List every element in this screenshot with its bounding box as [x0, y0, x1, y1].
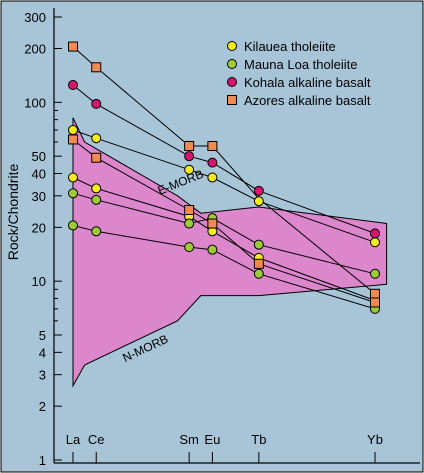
data-point-3-La-0	[68, 41, 78, 52]
data-point-0-La-1	[68, 172, 78, 183]
data-point-3-Sm-1	[184, 204, 195, 215]
data-point-1-Sm-0	[184, 218, 195, 229]
legend-label-1: Mauna Loa tholeiite	[244, 57, 357, 72]
data-point-3-Eu-1	[207, 218, 218, 229]
axes-group	[53, 8, 420, 464]
data-point-0-Eu-0	[207, 172, 218, 183]
data-point-3-Ce-0	[91, 62, 102, 73]
y-tick-label-200: 200	[24, 41, 46, 56]
x-tick-label-Eu: Eu	[204, 432, 220, 447]
x-tick-label-Sm: Sm	[179, 432, 199, 447]
y-tick-label-20: 20	[32, 220, 46, 235]
data-point-2-La-0	[68, 79, 78, 90]
data-point-0-Yb-0	[370, 237, 380, 248]
y-tick-label-40: 40	[32, 166, 46, 181]
data-point-1-Eu-1	[207, 244, 218, 255]
data-point-1-Sm-1	[184, 242, 195, 253]
y-tick-label-3: 3	[39, 368, 46, 383]
data-point-2-Sm-0	[184, 151, 195, 162]
data-point-2-Ce-0	[91, 98, 102, 109]
x-ticks-group: La Ce Sm Eu Tb Yb	[66, 432, 383, 463]
legend-label-3: Azores alkaline basalt	[244, 93, 371, 108]
legend-marker-1	[227, 59, 237, 69]
data-point-0-Tb-0	[253, 196, 264, 207]
data-point-3-Yb-1	[370, 297, 380, 308]
data-point-1-La-0	[68, 188, 78, 199]
data-point-1-Tb-0	[253, 239, 264, 250]
y-tick-label-30: 30	[32, 189, 46, 204]
data-point-0-Ce-0	[91, 133, 102, 144]
y-axis-label: Rock/Chondrite	[5, 164, 21, 261]
data-point-3-Eu-0	[207, 140, 218, 151]
y-tick-label-5: 5	[39, 328, 46, 343]
y-ticks-group: 1 2 3 4 5 10 20 30 40 50 100 200 300	[24, 10, 62, 468]
data-point-0-Ce-1	[91, 183, 102, 194]
data-point-2-Tb-0	[253, 185, 264, 196]
legend-label-0: Kilauea tholeiite	[244, 39, 336, 54]
data-point-3-Ce-1	[91, 152, 102, 163]
data-point-1-Ce-0	[91, 194, 102, 205]
y-tick-label-100: 100	[24, 95, 46, 110]
x-tick-label-La: La	[66, 432, 81, 447]
y-tick-label-4: 4	[39, 345, 46, 360]
y-tick-label-2: 2	[39, 399, 46, 414]
legend-marker-3	[227, 95, 237, 105]
data-point-0-La-0	[68, 125, 78, 136]
x-tick-label-Ce: Ce	[88, 432, 105, 447]
data-point-1-Yb-0	[370, 268, 380, 279]
data-point-2-Eu-0	[207, 157, 218, 168]
series-line-2-0	[72, 84, 376, 234]
x-tick-label-Yb: Yb	[367, 432, 383, 447]
y-tick-label-50: 50	[32, 149, 46, 164]
data-point-3-Sm-0	[184, 140, 195, 151]
series-points-group	[68, 41, 380, 314]
y-tick-label-300: 300	[24, 10, 46, 25]
data-point-0-Sm-0	[184, 164, 195, 175]
data-point-3-Tb-0	[253, 258, 264, 269]
data-point-1-Ce-1	[91, 226, 102, 237]
x-tick-label-Tb: Tb	[251, 432, 266, 447]
legend: Kilauea tholeiite Mauna Loa tholeiite Koha…	[227, 39, 371, 108]
y-tick-label-10: 10	[32, 274, 46, 289]
legend-marker-0	[227, 41, 237, 51]
data-point-3-Yb-0	[370, 288, 380, 299]
data-point-3-La-1	[68, 134, 78, 145]
data-point-2-Yb-0	[370, 228, 380, 239]
morb-field	[72, 117, 388, 388]
data-point-1-La-1	[68, 220, 78, 231]
y-tick-label-1: 1	[39, 453, 46, 468]
morb-field-group	[72, 117, 388, 388]
legend-marker-2	[227, 77, 237, 87]
legend-label-2: Kohala alkaline basalt	[244, 75, 371, 90]
data-point-1-Tb-1	[253, 268, 264, 279]
